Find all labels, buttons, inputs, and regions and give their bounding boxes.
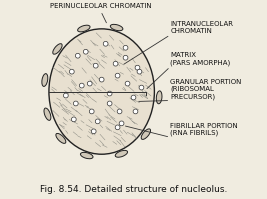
Ellipse shape <box>53 44 62 54</box>
Circle shape <box>115 125 120 130</box>
Circle shape <box>123 55 128 60</box>
Ellipse shape <box>141 129 151 139</box>
Circle shape <box>73 101 78 106</box>
Text: Fig. 8.54. Detailed structure of nucleolus.: Fig. 8.54. Detailed structure of nucleol… <box>40 185 227 194</box>
Ellipse shape <box>49 29 154 154</box>
Circle shape <box>69 69 74 74</box>
Text: MATRIX
(PARS AMORPHA): MATRIX (PARS AMORPHA) <box>170 52 231 66</box>
Circle shape <box>125 81 130 86</box>
Text: INTRANUCLEOLAR
CHROMATIN: INTRANUCLEOLAR CHROMATIN <box>170 21 233 34</box>
Circle shape <box>115 73 120 78</box>
Circle shape <box>89 109 94 114</box>
Text: GRANULAR PORTION
(RIBOSOMAL
PRECURSOR): GRANULAR PORTION (RIBOSOMAL PRECURSOR) <box>170 78 242 100</box>
Circle shape <box>95 119 100 124</box>
Circle shape <box>133 109 138 114</box>
Circle shape <box>123 45 128 50</box>
Ellipse shape <box>110 24 123 31</box>
Circle shape <box>139 85 144 90</box>
Circle shape <box>79 83 84 88</box>
Ellipse shape <box>56 133 66 143</box>
Ellipse shape <box>78 25 90 32</box>
Circle shape <box>87 81 92 86</box>
Ellipse shape <box>115 150 128 157</box>
Circle shape <box>119 121 124 126</box>
Circle shape <box>131 95 136 100</box>
Circle shape <box>71 117 76 122</box>
Circle shape <box>113 61 118 66</box>
Circle shape <box>135 65 140 70</box>
Ellipse shape <box>44 108 51 120</box>
Circle shape <box>93 63 98 68</box>
Ellipse shape <box>156 91 162 104</box>
Text: FIBRILLAR PORTION
(RNA FIBRILS): FIBRILLAR PORTION (RNA FIBRILS) <box>170 123 238 136</box>
Circle shape <box>117 109 122 114</box>
Circle shape <box>64 93 68 98</box>
Ellipse shape <box>80 152 93 159</box>
Ellipse shape <box>42 74 48 86</box>
Circle shape <box>83 49 88 54</box>
Circle shape <box>107 91 112 96</box>
Circle shape <box>107 101 112 106</box>
Circle shape <box>91 129 96 134</box>
Circle shape <box>99 77 104 82</box>
Circle shape <box>137 69 142 74</box>
Text: PERINUCLEOLAR CHROMATIN: PERINUCLEOLAR CHROMATIN <box>50 3 151 9</box>
Circle shape <box>75 53 80 58</box>
Circle shape <box>103 41 108 46</box>
